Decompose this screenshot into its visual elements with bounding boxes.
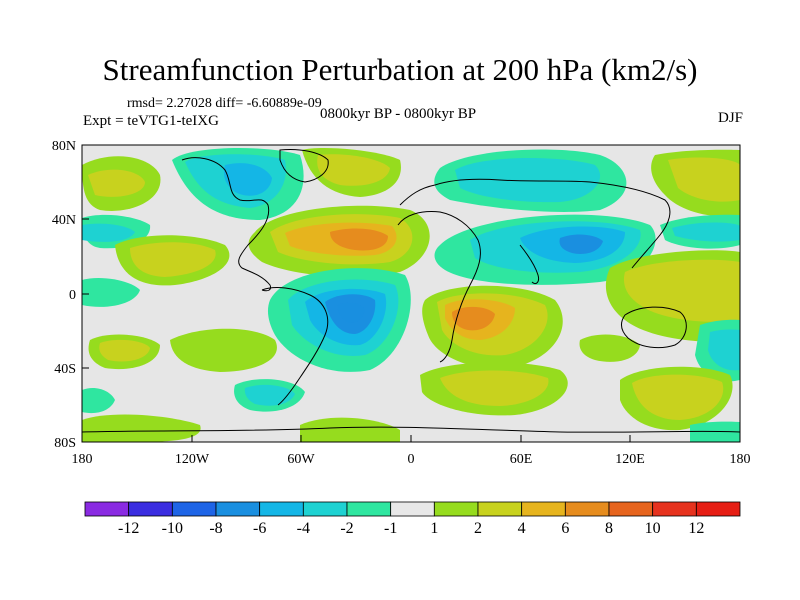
field-region	[300, 417, 400, 442]
colorbar-swatch	[259, 501, 304, 517]
figure-title: Streamfunction Perturbation at 200 hPa (…	[102, 52, 698, 87]
stats-text: rmsd= 2.27028 diff= -6.60889e-09	[127, 96, 322, 111]
field-region	[672, 222, 740, 242]
colorbar-label: -4	[297, 520, 310, 537]
colorbar-swatch	[564, 501, 610, 517]
field-region	[82, 223, 135, 242]
field-region	[708, 329, 740, 371]
lon-label-120e: 120E	[615, 452, 645, 467]
axis-ticks	[81, 144, 741, 443]
colorbar-label: -2	[340, 520, 353, 537]
field-region	[99, 339, 150, 362]
coastlines	[82, 149, 740, 433]
colorbar-swatch	[390, 501, 435, 517]
map-plot-area	[82, 145, 740, 442]
colorbar-label: -10	[162, 520, 183, 537]
field-region	[337, 302, 365, 323]
period-label: 0800kyr BP - 0800kyr BP	[320, 106, 477, 122]
field-region	[82, 388, 115, 414]
colorbar-label: -6	[253, 520, 266, 537]
field-region	[632, 374, 724, 420]
colorbar-swatch	[84, 501, 130, 517]
colorbar-swatch	[433, 501, 479, 517]
colorbar-label: -12	[118, 520, 139, 537]
lat-label-80s: 80S	[54, 436, 76, 451]
lat-label-40n: 40N	[52, 213, 76, 228]
colorbar-swatch	[346, 501, 392, 517]
coastline-india	[519, 244, 539, 285]
coastline-australia	[621, 306, 687, 349]
colorbar-swatch	[302, 501, 348, 517]
coastline-africa	[397, 211, 481, 363]
field-region	[317, 154, 390, 186]
colorbar-label: 4	[518, 520, 526, 537]
field-region	[559, 234, 603, 254]
field-region	[82, 278, 140, 307]
experiment-label: Expt = teVTG1-teIXG	[83, 113, 219, 129]
lon-label-180e: 180	[730, 452, 751, 467]
coastline-antarctica	[82, 426, 740, 433]
lon-label-60w: 60W	[287, 452, 315, 467]
colorbar-label: 8	[605, 520, 613, 537]
field-region	[623, 259, 740, 322]
coastline-greenland	[279, 149, 329, 183]
lon-label-180w: 180	[72, 452, 93, 467]
coastline-north-america	[181, 157, 271, 292]
lat-label-0: 0	[69, 288, 76, 303]
field-region	[130, 242, 216, 277]
colorbar-swatch	[215, 501, 261, 517]
colorbar-swatch	[652, 501, 697, 517]
lat-label-80n: 80N	[52, 139, 76, 154]
colorbar-label: 6	[561, 520, 569, 537]
colorbar-swatch	[477, 501, 523, 517]
field-region	[579, 334, 640, 362]
colorbar-swatch	[128, 501, 173, 517]
season-label: DJF	[717, 110, 743, 126]
lat-label-40s: 40S	[54, 362, 76, 377]
lon-label-120w: 120W	[175, 452, 210, 467]
field-region	[88, 169, 145, 197]
colorbar-label: 10	[645, 520, 661, 537]
colorbar-label: 12	[688, 520, 704, 537]
coastline-europe-asia	[399, 178, 671, 269]
field-region	[223, 163, 272, 196]
colorbar-swatch	[521, 501, 566, 517]
lon-label-60e: 60E	[510, 452, 533, 467]
coastline-south-america	[261, 287, 329, 406]
colorbar-label: 2	[474, 520, 482, 537]
colorbar-swatch	[695, 501, 741, 517]
field-region	[440, 370, 549, 406]
colorbar-label: 1	[430, 520, 438, 537]
colorbar-label: -1	[384, 520, 397, 537]
colorbar-swatch	[171, 501, 217, 517]
field-region	[452, 306, 495, 331]
field-region	[170, 328, 277, 372]
lon-labels: 180 120W 60W 0 60E 120E 180	[72, 452, 751, 467]
field-region	[455, 158, 601, 203]
colorbar: -12 -10 -8 -6 -4 -2 -1 1 2 4 6 8 10 12	[84, 501, 741, 537]
lat-labels: 80N 40N 0 40S 80S	[52, 139, 76, 451]
field-region	[330, 228, 388, 251]
field-region	[668, 157, 740, 202]
colorbar-swatch	[608, 501, 654, 517]
colorbar-label: -8	[209, 520, 222, 537]
lon-label-0: 0	[408, 452, 415, 467]
field-region	[82, 414, 201, 442]
